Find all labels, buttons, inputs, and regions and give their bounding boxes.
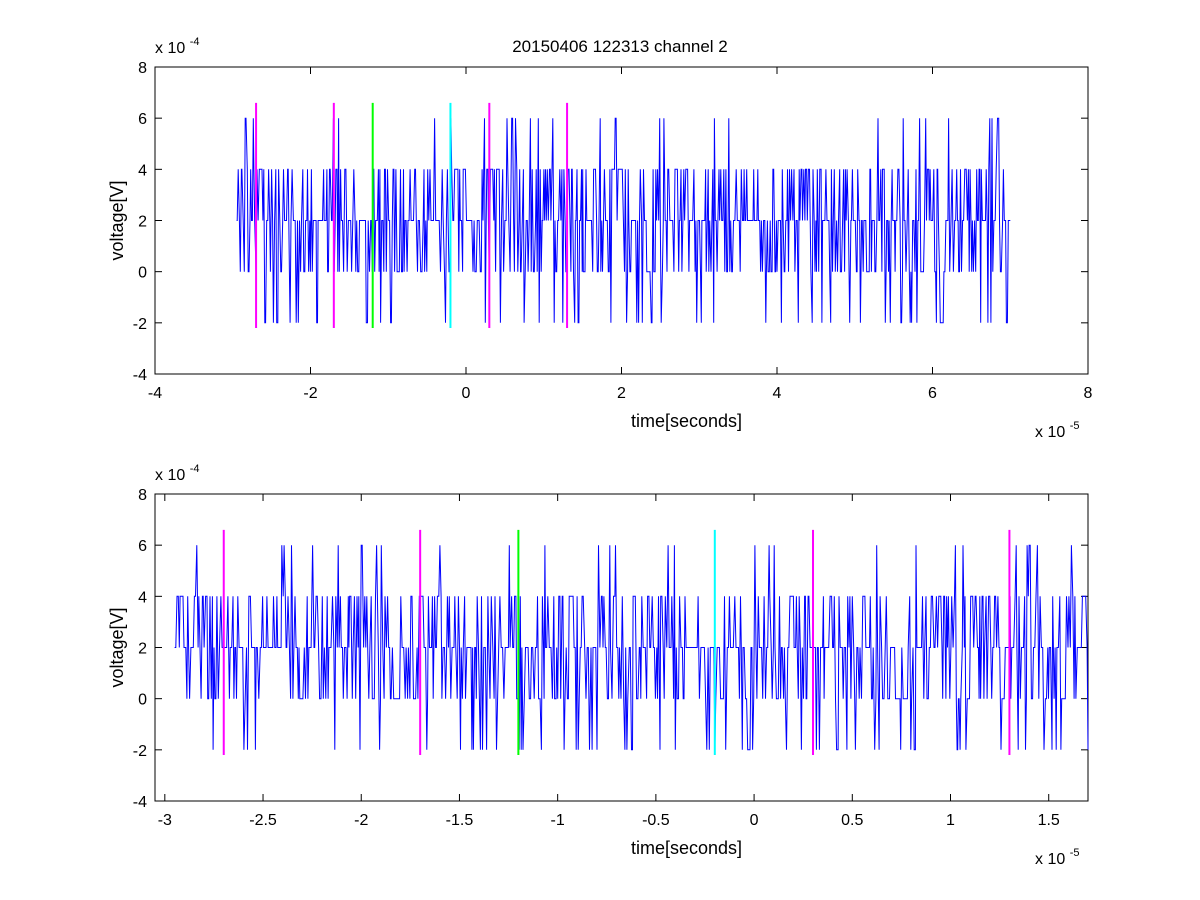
y-exponent-value: -4 [190,36,200,48]
x-tick-label: 0 [750,812,759,829]
x-tick-label: -0.5 [642,812,670,829]
y-tick-label: 2 [138,641,147,658]
y-tick-label: 0 [138,692,147,709]
x-tick-label: -1 [551,812,565,829]
y-tick-label: 8 [138,487,147,504]
y-tick-label: 2 [138,214,147,231]
x-exponent-value: -5 [1070,420,1080,432]
x-exponent-label: x 10 -5 [1035,420,1079,441]
x-tick-label: -2 [354,812,368,829]
y-tick-label: 6 [138,111,147,128]
x-tick-label: 1 [946,812,955,829]
x-axis-label: time[seconds] [631,838,742,858]
x-tick-label: 0.5 [841,812,863,829]
x-tick-label: -2 [303,385,317,402]
top-axes: -4 -2 0 2 4 6 8 -4 -2 0 2 4 6 8 time[seconds] voltage[V… [107,36,1093,441]
x-tick-label: 4 [773,385,782,402]
x-tick-label: -4 [148,385,162,402]
figure-title: 20150406 122313 channel 2 [512,37,728,56]
y-tick-label: 0 [138,265,147,282]
y-tick-label: -4 [133,367,147,384]
x-tick-label: 1.5 [1038,812,1060,829]
y-axis-label: voltage[V] [107,180,127,260]
y-tick-label: -2 [133,743,147,760]
y-tick-label: 4 [138,589,147,606]
y-tick-label: 6 [138,538,147,555]
x-tick-label: -2.5 [249,812,277,829]
x-tick-label: 0 [462,385,471,402]
y-tick-label: 8 [138,60,147,77]
signal-trace [174,544,1089,751]
y-exponent-label: x 10 -4 [155,36,199,57]
y-axis-label: voltage[V] [107,607,127,687]
y-exponent-label: x 10 -4 [155,463,199,484]
signal-trace [236,117,1011,324]
x-tick-label: -3 [158,812,172,829]
y-tick-label: 4 [138,162,147,179]
x-exponent-label: x 10 -5 [1035,847,1079,868]
y-exponent-value: -4 [190,463,200,475]
x-tick-label: 6 [928,385,937,402]
x-tick-label: -1.5 [446,812,474,829]
x-exponent-value: -5 [1070,847,1080,859]
bottom-axes: -3 -2.5 -2 -1.5 -1 -0.5 0 0.5 1 1.5 -4 -2 0 2 4 6 8 time[… [107,463,1089,868]
x-axis-label: time[seconds] [631,411,742,431]
x-tick-label: 8 [1084,385,1093,402]
x-tick-label: 2 [617,385,626,402]
y-tick-label: -2 [133,316,147,333]
y-tick-label: -4 [133,794,147,811]
